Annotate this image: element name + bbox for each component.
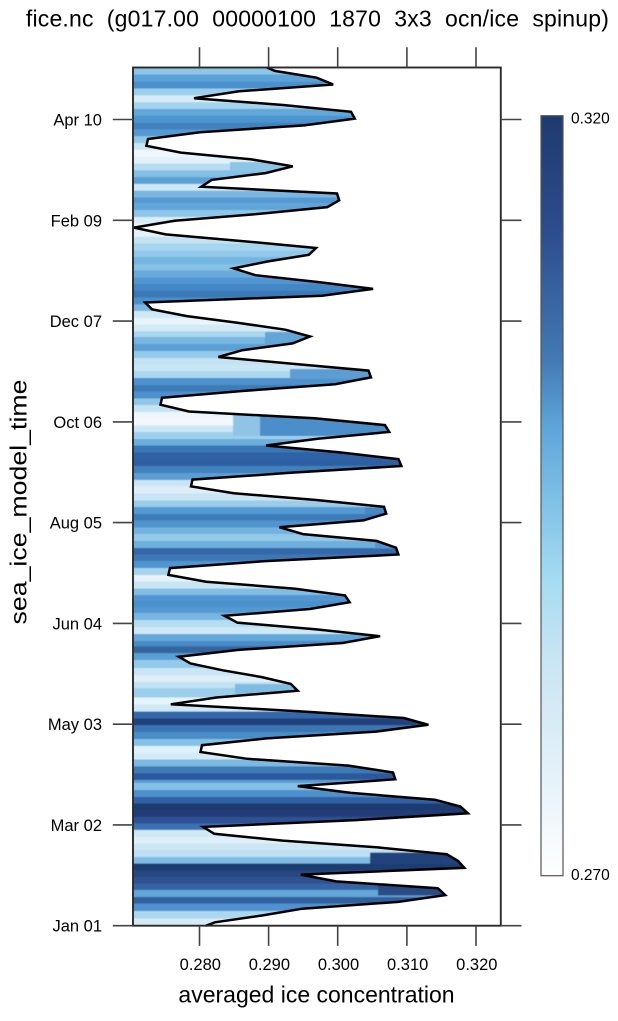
svg-text:Mar 02: Mar 02 [51, 817, 102, 835]
svg-text:sea_ice_model_time: sea_ice_model_time [6, 380, 32, 625]
svg-text:May 03: May 03 [48, 716, 102, 734]
svg-text:Apr 10: Apr 10 [53, 112, 102, 130]
svg-text:0.320: 0.320 [456, 956, 497, 974]
svg-text:0.270: 0.270 [571, 867, 610, 884]
svg-text:0.310: 0.310 [387, 956, 428, 974]
svg-text:Oct 06: Oct 06 [53, 414, 102, 432]
svg-text:0.290: 0.290 [249, 956, 290, 974]
svg-text:0.320: 0.320 [571, 110, 610, 127]
svg-text:0.300: 0.300 [318, 956, 359, 974]
svg-text:averaged ice concentration: averaged ice concentration [178, 981, 454, 1007]
svg-text:Feb 09: Feb 09 [51, 212, 102, 230]
svg-text:Jun 04: Jun 04 [52, 615, 102, 633]
svg-text:fice.nc (g017.00 00000100 1: fice.nc (g017.00 00000100 1870 3x3 ocn/i… [26, 6, 609, 32]
svg-text:Dec 07: Dec 07 [50, 313, 102, 331]
svg-text:Aug 05: Aug 05 [50, 515, 102, 533]
svg-text:Jan 01: Jan 01 [52, 918, 102, 936]
svg-text:0.280: 0.280 [180, 956, 221, 974]
